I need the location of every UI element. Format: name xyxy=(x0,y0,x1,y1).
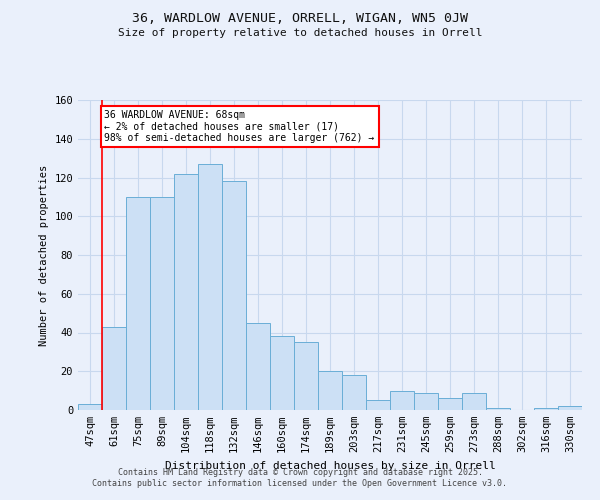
Bar xyxy=(462,392,486,410)
Bar xyxy=(270,336,294,410)
Bar xyxy=(126,197,150,410)
X-axis label: Distribution of detached houses by size in Orrell: Distribution of detached houses by size … xyxy=(164,460,496,470)
Bar xyxy=(438,398,462,410)
Bar xyxy=(558,406,582,410)
Bar xyxy=(486,408,510,410)
Bar xyxy=(150,197,174,410)
Bar xyxy=(102,326,126,410)
Bar xyxy=(246,323,270,410)
Bar xyxy=(366,400,390,410)
Bar xyxy=(78,404,102,410)
Bar xyxy=(534,408,558,410)
Text: 36 WARDLOW AVENUE: 68sqm
← 2% of detached houses are smaller (17)
98% of semi-de: 36 WARDLOW AVENUE: 68sqm ← 2% of detache… xyxy=(104,110,374,143)
Bar xyxy=(222,182,246,410)
Bar xyxy=(174,174,198,410)
Y-axis label: Number of detached properties: Number of detached properties xyxy=(39,164,49,346)
Bar xyxy=(294,342,318,410)
Bar xyxy=(318,371,342,410)
Bar xyxy=(414,392,438,410)
Text: Size of property relative to detached houses in Orrell: Size of property relative to detached ho… xyxy=(118,28,482,38)
Bar xyxy=(390,390,414,410)
Bar xyxy=(198,164,222,410)
Text: 36, WARDLOW AVENUE, ORRELL, WIGAN, WN5 0JW: 36, WARDLOW AVENUE, ORRELL, WIGAN, WN5 0… xyxy=(132,12,468,26)
Text: Contains HM Land Registry data © Crown copyright and database right 2025.
Contai: Contains HM Land Registry data © Crown c… xyxy=(92,468,508,487)
Bar xyxy=(342,375,366,410)
